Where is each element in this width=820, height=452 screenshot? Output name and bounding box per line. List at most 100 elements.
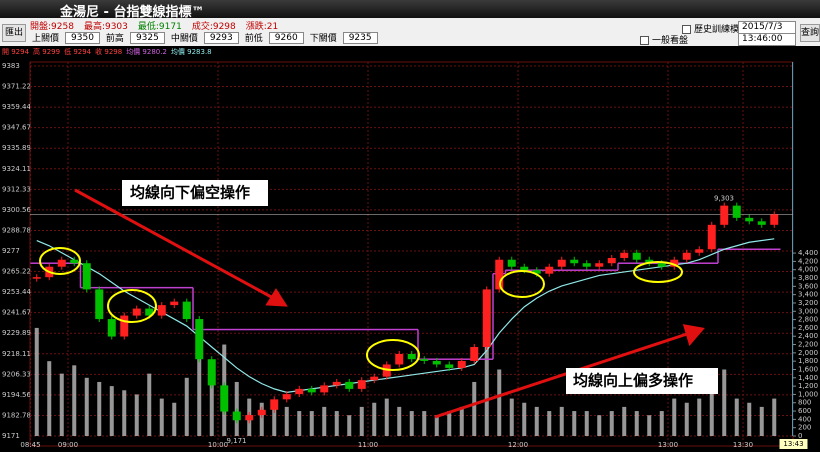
volume-bar [172, 402, 177, 436]
volume-bar [684, 402, 689, 436]
x-tick-label: 13:00 [658, 441, 678, 449]
candle [232, 411, 241, 421]
candle [257, 409, 266, 416]
y-tick-label: 9383 [2, 62, 20, 70]
quote-last: 成交:9298 [191, 22, 236, 32]
candle [370, 376, 379, 381]
y-tick-label: 9277 [2, 247, 20, 255]
candle [320, 385, 329, 393]
y2-tick-label: 1,600 [798, 365, 818, 373]
volume-bar [659, 411, 664, 436]
y-tick-label: 9194.56 [2, 391, 31, 399]
normal-view-label: 一般看盤 [652, 36, 689, 46]
volume-bar [309, 411, 314, 436]
chart: 9171 9182.78 9194.56 9206.33 9218.11 9229.89 9… [2, 61, 818, 449]
y-tick-label: 9171 [2, 432, 20, 440]
volume-bar [84, 377, 89, 436]
candle [32, 277, 41, 279]
volume-bar [334, 411, 339, 436]
candle [732, 205, 741, 218]
y2-tick-label: 2,200 [798, 341, 818, 349]
y-tick-label: 9218.11 [2, 350, 31, 358]
candle [182, 301, 191, 320]
volume-bar [209, 365, 214, 436]
x-tick-label: 09:00 [58, 441, 78, 449]
y2-tick-label: 3,800 [798, 274, 818, 282]
volume-bar [197, 357, 202, 436]
y-tick-label: 9371.22 [2, 83, 31, 91]
candle [307, 388, 316, 393]
y2-tick-label: 600 [798, 407, 811, 415]
candle [57, 259, 66, 267]
y2-tick-label: 4,400 [798, 249, 818, 257]
volume-bar [384, 398, 389, 436]
history-mode[interactable]: 歷史訓練模式 [682, 22, 748, 35]
normal-view[interactable]: 一般看盤 [640, 33, 688, 46]
title-bar: 金湯尼 - 台指雙線指標™ [0, 0, 820, 20]
y-tick-label: 9312.33 [2, 185, 31, 193]
volume-bar [272, 406, 277, 436]
candle [345, 381, 354, 389]
time-input[interactable]: 13:46:00 [738, 33, 796, 46]
volume-bar [697, 398, 702, 436]
volume-bar [609, 411, 614, 436]
candle [357, 380, 366, 389]
volume-bar [709, 381, 714, 436]
volume-bar [634, 411, 639, 436]
y2-tick-label: 200 [798, 424, 811, 432]
volume-bar [622, 406, 627, 436]
volume-bar [559, 406, 564, 436]
candle [707, 224, 716, 250]
candle [207, 359, 216, 386]
y-tick-label: 9265.22 [2, 268, 31, 276]
level-label: 前低 [244, 34, 263, 44]
volume-bar [734, 398, 739, 436]
y2-tick-label: 4,000 [798, 266, 818, 274]
annotation-box [566, 368, 718, 394]
levels: 上關價 9350 前高 9325 中關價 9293 前低 9260 下關價 9235 [32, 31, 378, 44]
candle [770, 214, 779, 225]
candle [482, 289, 491, 347]
current-time-label: 13:43 [783, 440, 803, 448]
y2-tick-label: 3,200 [798, 299, 818, 307]
history-mode-label: 歷史訓練模式 [694, 25, 749, 35]
candle [495, 259, 504, 290]
y2-tick-label: 1,200 [798, 382, 818, 390]
level-value: 9293 [203, 31, 239, 44]
volume-bar [597, 415, 602, 436]
volume-bar [159, 398, 164, 436]
volume-bar [534, 406, 539, 436]
candle [757, 221, 766, 225]
volume-bar [497, 369, 502, 436]
high-label: 9,303 [714, 195, 734, 203]
candle [95, 289, 104, 320]
y2-tick-label: 400 [798, 415, 811, 423]
annotation: 均線向上偏多操作 [573, 372, 693, 390]
query-button[interactable]: 查詢 [800, 24, 820, 42]
volume-bar [647, 415, 652, 436]
level-label: 前高 [105, 34, 124, 44]
volume-bar [584, 411, 589, 436]
y-tick-label: 9347.67 [2, 124, 31, 132]
y-tick-label: 9206.33 [2, 370, 31, 378]
y2-tick-label: 3,400 [798, 291, 818, 299]
level-value: 9260 [268, 31, 304, 44]
level-label: 中關價 [170, 34, 198, 44]
x-tick-label: 12:00 [508, 441, 528, 449]
candle [432, 360, 441, 365]
volume-bar [47, 361, 52, 436]
y-tick-label: 9300.56 [2, 206, 31, 214]
candle [520, 266, 529, 271]
x-tick-label: 10:00 [208, 441, 228, 449]
candle [720, 205, 729, 225]
y-tick-label: 9253.44 [2, 288, 31, 296]
arrows [74, 188, 705, 419]
quote: 開盤:9258 最高:9303 最低:9171 成交:9298 漲跌:21 [30, 19, 278, 32]
volume-bar [572, 411, 577, 436]
export-button[interactable]: 匯出 [2, 24, 26, 42]
y-tick-label: 9182.78 [2, 411, 31, 419]
volume-bar [347, 415, 352, 436]
volume-bar [284, 406, 289, 436]
y2-tick-label: 1,000 [798, 390, 818, 398]
